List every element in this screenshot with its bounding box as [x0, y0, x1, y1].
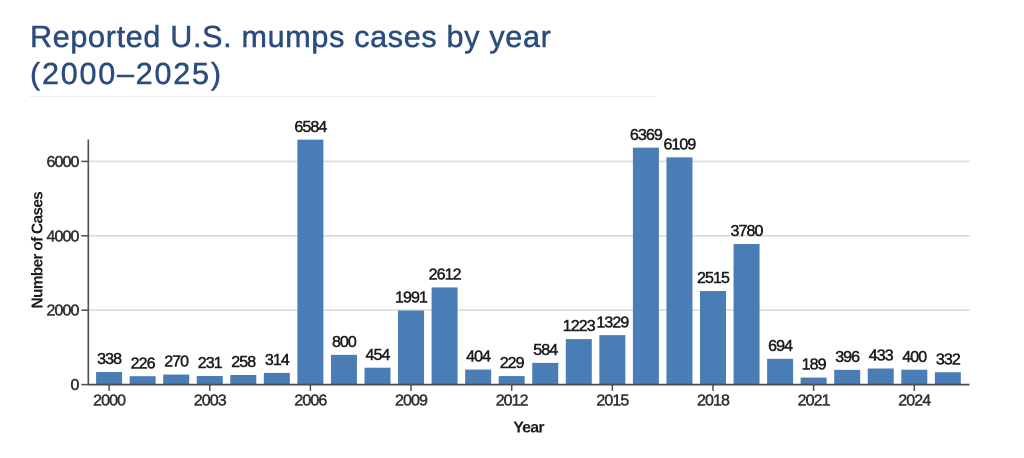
svg-text:332: 332 — [936, 351, 961, 368]
svg-text:1329: 1329 — [596, 314, 629, 331]
svg-text:189: 189 — [802, 357, 827, 374]
svg-text:2015: 2015 — [596, 393, 629, 410]
svg-text:6369: 6369 — [630, 127, 663, 144]
svg-text:2021: 2021 — [798, 393, 831, 410]
svg-text:2006: 2006 — [294, 393, 327, 410]
svg-text:2012: 2012 — [496, 393, 529, 410]
svg-text:226: 226 — [131, 355, 156, 372]
svg-text:2612: 2612 — [429, 267, 462, 284]
svg-text:2003: 2003 — [194, 393, 227, 410]
svg-text:1991: 1991 — [395, 290, 428, 307]
svg-text:2000: 2000 — [47, 303, 80, 320]
svg-text:584: 584 — [533, 342, 558, 359]
svg-text:433: 433 — [869, 348, 894, 365]
svg-text:6584: 6584 — [294, 119, 327, 136]
svg-text:800: 800 — [332, 334, 357, 351]
svg-text:2515: 2515 — [697, 270, 730, 287]
svg-text:396: 396 — [835, 349, 860, 366]
svg-text:4000: 4000 — [47, 228, 80, 245]
svg-text:338: 338 — [97, 351, 122, 368]
svg-text:3780: 3780 — [731, 223, 764, 240]
svg-text:6109: 6109 — [663, 136, 696, 153]
svg-text:258: 258 — [231, 354, 256, 371]
svg-text:6000: 6000 — [47, 154, 80, 171]
svg-text:2024: 2024 — [898, 393, 931, 410]
svg-text:2000: 2000 — [93, 393, 126, 410]
svg-text:Year: Year — [513, 420, 544, 437]
svg-text:400: 400 — [902, 349, 927, 366]
svg-text:Number of Cases: Number of Cases — [30, 192, 47, 309]
svg-text:694: 694 — [768, 338, 793, 355]
svg-text:2018: 2018 — [697, 393, 730, 410]
svg-text:404: 404 — [466, 349, 491, 366]
svg-text:270: 270 — [164, 354, 189, 371]
svg-text:2009: 2009 — [395, 393, 428, 410]
svg-text:454: 454 — [366, 347, 391, 364]
svg-text:231: 231 — [198, 355, 223, 372]
svg-text:1223: 1223 — [563, 318, 596, 335]
svg-text:314: 314 — [265, 352, 290, 369]
svg-text:229: 229 — [500, 355, 525, 372]
svg-text:0: 0 — [71, 377, 80, 394]
